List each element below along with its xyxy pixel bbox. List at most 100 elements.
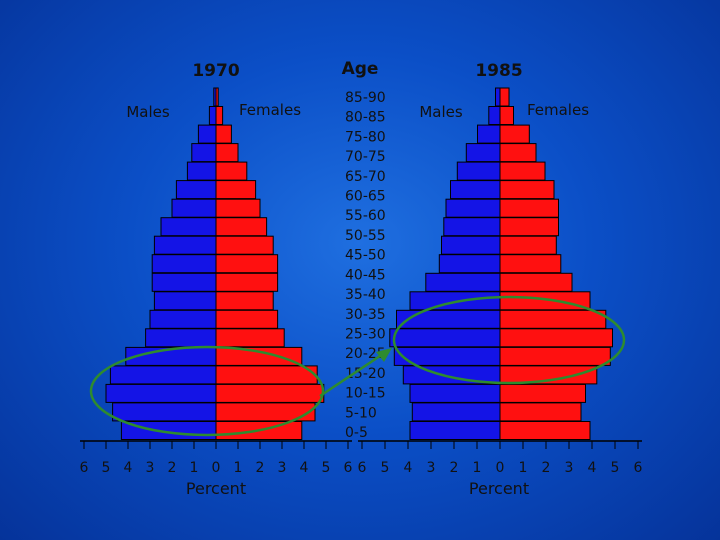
bar-males-1970-75-80 bbox=[191, 143, 217, 163]
bar-females-1970-60-65 bbox=[215, 198, 261, 218]
legend-males-1985: Males bbox=[419, 103, 463, 121]
bar-females-1985-20-25 bbox=[499, 346, 611, 366]
chart-title-1985: 1985 bbox=[475, 61, 522, 81]
bar-males-1970-60-65 bbox=[171, 198, 217, 218]
x-tick-label: 6 bbox=[80, 460, 89, 476]
bar-females-1985-50-55 bbox=[499, 235, 557, 255]
x-tick-label: 2 bbox=[256, 460, 265, 476]
bar-females-1985-30-35 bbox=[499, 309, 607, 329]
bar-males-1970-40-45 bbox=[151, 272, 217, 292]
age-group-label: 15-20 bbox=[345, 366, 386, 382]
bar-males-1970-0-5 bbox=[120, 421, 217, 440]
bar-females-1970-85-90 bbox=[215, 106, 224, 125]
x-tick-label: 5 bbox=[322, 460, 331, 476]
bar-females-1970-75-80 bbox=[215, 143, 239, 163]
bar-males-1970-55-60 bbox=[160, 217, 217, 237]
x-tick-label: 1 bbox=[519, 460, 528, 476]
bar-females-1985-90+ bbox=[499, 87, 510, 107]
age-group-label: 25-30 bbox=[345, 327, 386, 343]
bar-females-1970-20-25 bbox=[215, 346, 303, 366]
age-group-label: 80-85 bbox=[345, 110, 386, 126]
x-tick-label: 6 bbox=[344, 460, 353, 476]
bar-males-1985-10-15 bbox=[409, 383, 501, 403]
bar-males-1970-50-55 bbox=[153, 235, 217, 255]
bar-males-1970-85-90 bbox=[208, 106, 217, 125]
bar-females-1970-45-50 bbox=[215, 254, 279, 274]
bar-females-1970-30-35 bbox=[215, 309, 279, 329]
age-group-label: 65-70 bbox=[345, 169, 386, 185]
bar-males-1970-45-50 bbox=[151, 254, 217, 274]
axes-layer bbox=[80, 440, 642, 449]
legend-females-1970: Females bbox=[239, 101, 301, 119]
age-group-label: 70-75 bbox=[345, 149, 386, 165]
bar-males-1970-70-75 bbox=[186, 161, 217, 181]
bar-males-1970-65-70 bbox=[175, 180, 217, 200]
bar-males-1970-10-15 bbox=[105, 383, 217, 403]
bar-males-1985-40-45 bbox=[425, 272, 501, 292]
bar-females-1970-10-15 bbox=[215, 383, 325, 403]
x-tick-label: 1 bbox=[190, 460, 199, 476]
bar-males-1985-45-50 bbox=[438, 254, 501, 274]
bar-females-1985-40-45 bbox=[499, 272, 573, 292]
bar-males-1970-30-35 bbox=[149, 309, 217, 329]
bar-females-1970-55-60 bbox=[215, 217, 268, 237]
bar-males-1985-65-70 bbox=[450, 180, 501, 200]
bar-males-1985-50-55 bbox=[441, 235, 501, 255]
legend-females-1985: Females bbox=[527, 101, 589, 119]
bar-males-1970-35-40 bbox=[153, 291, 217, 311]
bars-layer bbox=[105, 87, 613, 440]
bar-females-1970-65-70 bbox=[215, 180, 257, 200]
bar-males-1985-5-10 bbox=[411, 402, 501, 422]
bar-females-1985-60-65 bbox=[499, 198, 559, 218]
age-group-label: 45-50 bbox=[345, 248, 386, 264]
bar-females-1985-5-10 bbox=[499, 402, 582, 422]
x-tick-label: 6 bbox=[634, 460, 643, 476]
bar-females-1970-90+ bbox=[215, 87, 219, 107]
x-tick-label: 3 bbox=[565, 460, 574, 476]
age-group-label: 75-80 bbox=[345, 129, 386, 145]
bar-females-1985-80-85 bbox=[499, 124, 530, 144]
bar-females-1970-80-85 bbox=[215, 124, 232, 144]
x-tick-label: 1 bbox=[234, 460, 243, 476]
bar-males-1970-25-30 bbox=[145, 328, 217, 348]
x-tick-label: 2 bbox=[168, 460, 177, 476]
bar-males-1985-90+ bbox=[495, 87, 501, 107]
age-group-label: 60-65 bbox=[345, 189, 386, 205]
bar-males-1985-25-30 bbox=[389, 328, 501, 348]
x-axis-title-1970: Percent bbox=[186, 479, 246, 498]
x-tick-label: 4 bbox=[588, 460, 597, 476]
x-tick-label: 3 bbox=[278, 460, 287, 476]
x-tick-label: 1 bbox=[473, 460, 482, 476]
age-group-label: 0-5 bbox=[345, 425, 368, 441]
bar-males-1985-85-90 bbox=[488, 106, 501, 125]
x-tick-label: 4 bbox=[124, 460, 133, 476]
bar-females-1985-70-75 bbox=[499, 161, 546, 181]
bar-males-1985-30-35 bbox=[396, 309, 501, 329]
x-tick-label: 2 bbox=[450, 460, 459, 476]
x-tick-label: 5 bbox=[611, 460, 620, 476]
x-tick-label: 5 bbox=[381, 460, 390, 476]
age-group-label: 50-55 bbox=[345, 228, 386, 244]
shift-arrow-head-icon bbox=[376, 348, 392, 362]
x-tick-label: 3 bbox=[146, 460, 155, 476]
bar-females-1970-70-75 bbox=[215, 161, 248, 181]
chart-title-1970: 1970 bbox=[192, 61, 239, 81]
bar-females-1985-45-50 bbox=[499, 254, 562, 274]
age-group-label: 40-45 bbox=[345, 267, 386, 283]
shift-arrow-line bbox=[319, 350, 387, 398]
x-tick-label: 2 bbox=[542, 460, 551, 476]
legend-males-1970: Males bbox=[126, 103, 170, 121]
bar-females-1970-25-30 bbox=[215, 328, 285, 348]
age-column-title: Age bbox=[342, 59, 379, 79]
age-group-label: 30-35 bbox=[345, 307, 386, 323]
overlay-layer bbox=[89, 295, 626, 437]
x-axis-title-1985: Percent bbox=[469, 479, 529, 498]
bar-males-1985-55-60 bbox=[443, 217, 501, 237]
bar-females-1985-10-15 bbox=[499, 383, 586, 403]
bar-males-1985-0-5 bbox=[409, 421, 501, 440]
x-tick-label: 5 bbox=[102, 460, 111, 476]
x-tick-label: 0 bbox=[496, 460, 505, 476]
age-group-label: 5-10 bbox=[345, 405, 377, 421]
highlight-ellipse-1985 bbox=[392, 295, 626, 385]
